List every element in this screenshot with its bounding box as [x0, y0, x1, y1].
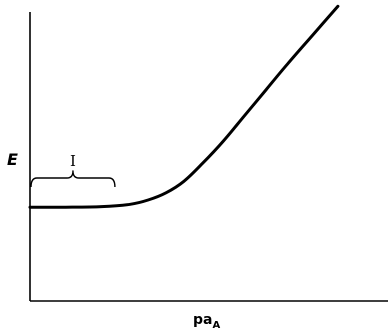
region-label: I: [70, 152, 76, 170]
x-axis-label-subscript: A: [212, 320, 220, 331]
region-brace: [31, 171, 115, 187]
y-axis-label: E: [7, 150, 18, 169]
x-axis-label-main: pa: [193, 312, 212, 328]
x-axis-label: paA: [193, 312, 220, 331]
